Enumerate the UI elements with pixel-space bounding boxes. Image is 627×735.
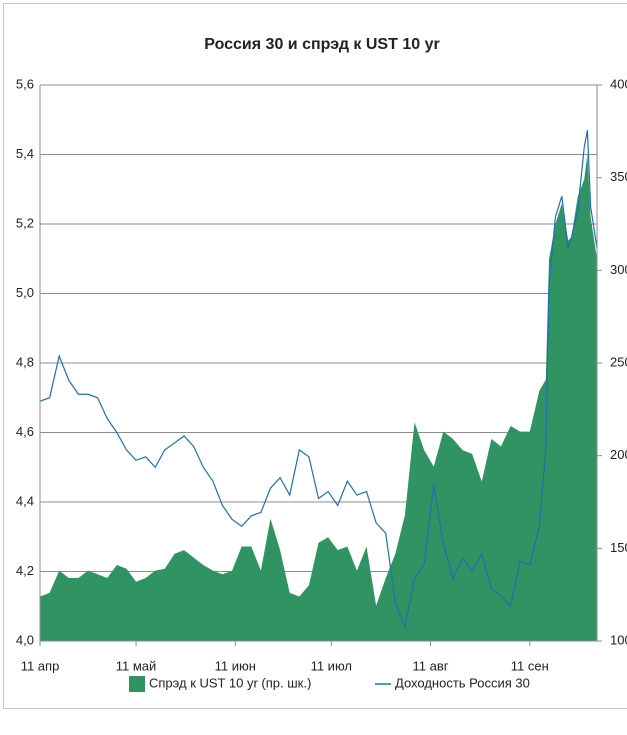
y-tick-label: 4,6 [16, 424, 34, 439]
x-tick-label: 11 июн [215, 658, 256, 673]
y2-tick-label: 400 [610, 76, 627, 91]
y2-tick-label: 150 [610, 540, 627, 555]
y-tick-label: 4,2 [16, 563, 34, 578]
y-tick-label: 4,4 [16, 493, 34, 508]
x-tick-label: 11 июл [311, 658, 352, 673]
y2-tick-label: 200 [610, 447, 627, 462]
x-tick-label: 11 авг [413, 658, 449, 673]
y2-tick-label: 250 [610, 354, 627, 369]
y-tick-label: 5,6 [16, 76, 34, 91]
x-tick-label: 11 май [116, 658, 157, 673]
y-tick-label: 4,0 [16, 632, 34, 647]
area [40, 153, 597, 641]
y-tick-label: 4,8 [16, 354, 34, 369]
y-tick-label: 5,4 [16, 146, 34, 161]
y-tick-label: 5,0 [16, 285, 34, 300]
y2-tick-label: 100 [610, 632, 627, 647]
line [39, 130, 598, 630]
y2-tick-label: 350 [610, 169, 627, 184]
y-tick-label: 5,2 [16, 215, 34, 230]
chart-frame [3, 3, 627, 709]
y2-tick-label: 300 [610, 262, 627, 277]
x-tick-label: 11 сен [511, 658, 549, 673]
chart-title: Россия 30 и спрэд к UST 10 yr [204, 36, 439, 53]
legend-label: Спрэд к UST 10 yr (пр. шк.) [149, 675, 311, 690]
legend-swatch [129, 676, 145, 692]
x-tick-label: 11 апр [21, 658, 60, 673]
legend-label: Доходность Россия 30 [395, 675, 530, 690]
